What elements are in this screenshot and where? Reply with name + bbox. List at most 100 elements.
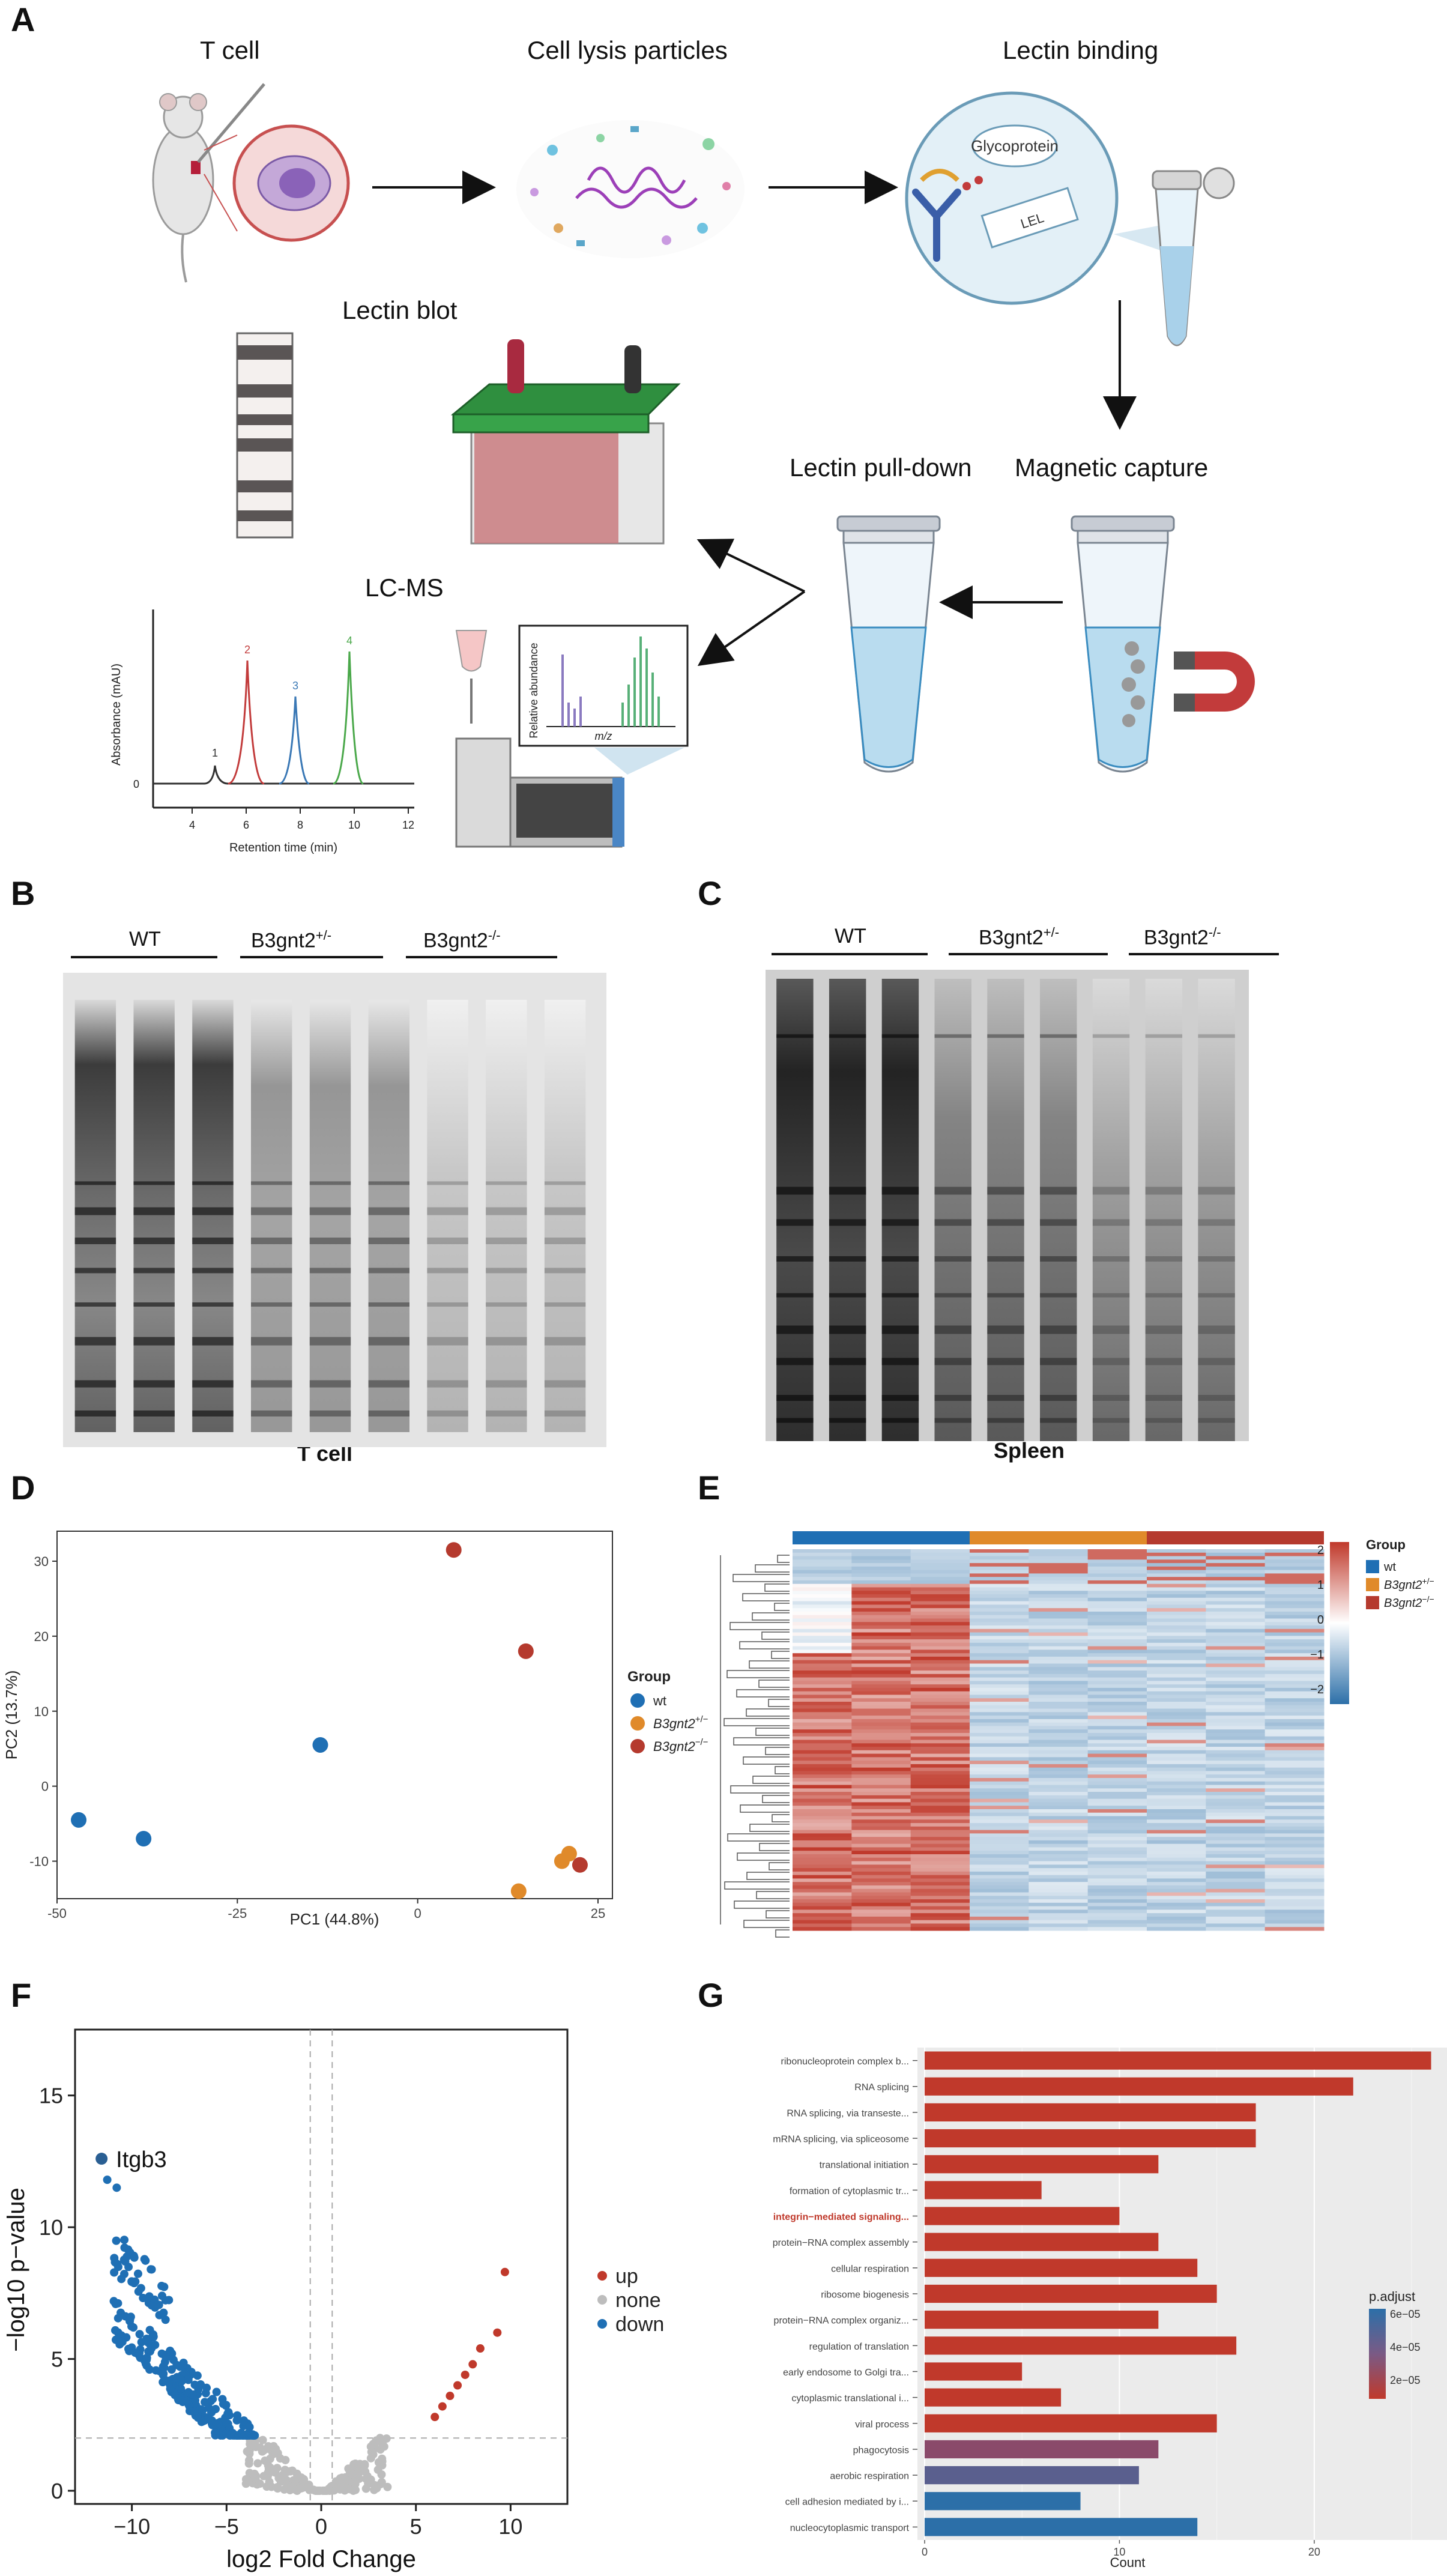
- volcano-legend-key: [597, 2319, 607, 2329]
- gel-band: [829, 1219, 866, 1226]
- gel-band: [309, 1337, 351, 1346]
- gel-band: [309, 1181, 351, 1185]
- pca-legend-key: [630, 1739, 645, 1753]
- heatmap-group-bar: [1147, 1531, 1324, 1544]
- chrom-xlabel: Retention time (min): [229, 841, 337, 854]
- arrow-6: [697, 590, 806, 667]
- volcano-xtick: 10: [498, 2514, 522, 2539]
- gel-band: [251, 1337, 292, 1346]
- gel-band: [309, 1302, 351, 1307]
- heatmap-legend-key: [1366, 1596, 1379, 1609]
- gel-band: [486, 1207, 527, 1215]
- enrichment-bar: [925, 2284, 1217, 2303]
- gel-band: [74, 1207, 116, 1215]
- bar-category-label: ribonucleoprotein complex b...: [781, 2057, 909, 2067]
- gel-band: [486, 1380, 527, 1388]
- gel-band: [192, 1302, 234, 1307]
- gel-band: [881, 1395, 919, 1401]
- gel-band: [1198, 1293, 1235, 1298]
- enrichment-bar: [925, 2129, 1256, 2148]
- bar-category-label: integrin−mediated signaling...: [773, 2212, 909, 2222]
- gel-band: [486, 1337, 527, 1346]
- pca-xtick: -50: [47, 1906, 67, 1921]
- gel-band: [368, 1380, 409, 1388]
- gel-band: [987, 1395, 1024, 1401]
- lectin-pulldown-tube-icon: [836, 515, 941, 773]
- bar-category-label: cytoplasmic translational i...: [791, 2393, 909, 2404]
- panel-letter-b: B: [11, 874, 35, 912]
- gel-lane: [544, 1000, 586, 1432]
- gel-band: [1145, 1219, 1183, 1226]
- gel-band: [251, 1302, 292, 1307]
- gel-lane: [934, 979, 971, 1441]
- bar-xtick: 0: [922, 2546, 928, 2558]
- gel-lane: [1198, 979, 1235, 1441]
- enrichment-bar: [925, 2258, 1198, 2277]
- gel-band: [881, 1358, 919, 1365]
- gel-band: [829, 1187, 866, 1195]
- volcano-legend-key: [597, 2295, 607, 2305]
- gel-band: [987, 1256, 1024, 1262]
- gel-lane: [192, 1000, 234, 1432]
- gel-band: [544, 1380, 586, 1388]
- volcano-legend-key: [597, 2271, 607, 2281]
- gel-band: [309, 1268, 351, 1274]
- heatmap-legend-key: [1366, 1560, 1379, 1573]
- pca-xlabel: PC1 (44.8%): [290, 1910, 379, 1928]
- bar-legend-title: p.adjust: [1369, 2289, 1415, 2304]
- gel-band: [776, 1418, 814, 1423]
- western-blots: [63, 953, 1279, 1447]
- bar-xlabel: Count: [1110, 2555, 1146, 2570]
- gel-band: [1198, 1256, 1235, 1262]
- label-lectin-blot: Lectin blot: [342, 296, 458, 324]
- gel-band: [368, 1238, 409, 1244]
- pca-legend-label: wt: [653, 1693, 666, 1708]
- enrichment-bar: [925, 2414, 1217, 2432]
- gel-band: [368, 1410, 409, 1416]
- gel-band: [133, 1207, 175, 1215]
- volcano-up-point: [438, 2402, 447, 2411]
- gel-band: [776, 1358, 814, 1365]
- panel-letter-g: G: [698, 1976, 724, 2014]
- volcano-ytick: 15: [39, 2084, 63, 2108]
- enrichment-bar: [925, 2311, 1159, 2329]
- bar-category-label: phagocytosis: [853, 2445, 909, 2455]
- gel-band: [1040, 1293, 1077, 1298]
- enrichment-bar: [925, 2103, 1256, 2121]
- gel-band: [1040, 1034, 1077, 1038]
- gel-band: [427, 1268, 468, 1274]
- pca-point: [136, 1831, 152, 1847]
- label-lectin-binding: Lectin binding: [1003, 36, 1159, 64]
- gel-band: [934, 1219, 971, 1226]
- gel-band: [427, 1238, 468, 1244]
- heatmap-legend-label: B3gnt2−/−: [1384, 1594, 1434, 1610]
- gel-band: [427, 1207, 468, 1215]
- gel-band: [309, 1380, 351, 1388]
- gel-band: [251, 1207, 292, 1215]
- panel-letter-f: F: [11, 1976, 32, 2014]
- gel-band: [133, 1410, 175, 1416]
- heatmap-scale-tick: 0: [1317, 1613, 1324, 1627]
- pca-point: [312, 1737, 328, 1753]
- pca-point: [518, 1643, 534, 1659]
- volcano-legend-label: up: [615, 2265, 638, 2288]
- bar-category-label: protein−RNA complex organiz...: [774, 2316, 909, 2326]
- gel-band: [133, 1302, 175, 1307]
- enrichment-bar: [925, 2466, 1139, 2485]
- panel-letter-d: D: [11, 1469, 35, 1507]
- gel-band: [1040, 1325, 1077, 1334]
- gel-c-wt-label: WT: [835, 925, 866, 948]
- bar-xtick: 20: [1308, 2546, 1320, 2558]
- bar-category-label: cellular respiration: [831, 2264, 909, 2274]
- gel-band: [881, 1325, 919, 1334]
- gel-band: [776, 1219, 814, 1226]
- peak-label-3: 3: [292, 680, 298, 692]
- gel-band: [829, 1325, 866, 1334]
- volcano-up-point: [453, 2381, 462, 2390]
- arrow-5: [696, 539, 805, 593]
- volcano-up-point: [468, 2360, 477, 2369]
- chromatogram-icon: Absorbance (mAU) Retention time (min) 0 …: [110, 609, 414, 854]
- gel-band: [133, 1238, 175, 1244]
- lysis-particles-icon: [516, 120, 745, 258]
- gel-band: [427, 1181, 468, 1185]
